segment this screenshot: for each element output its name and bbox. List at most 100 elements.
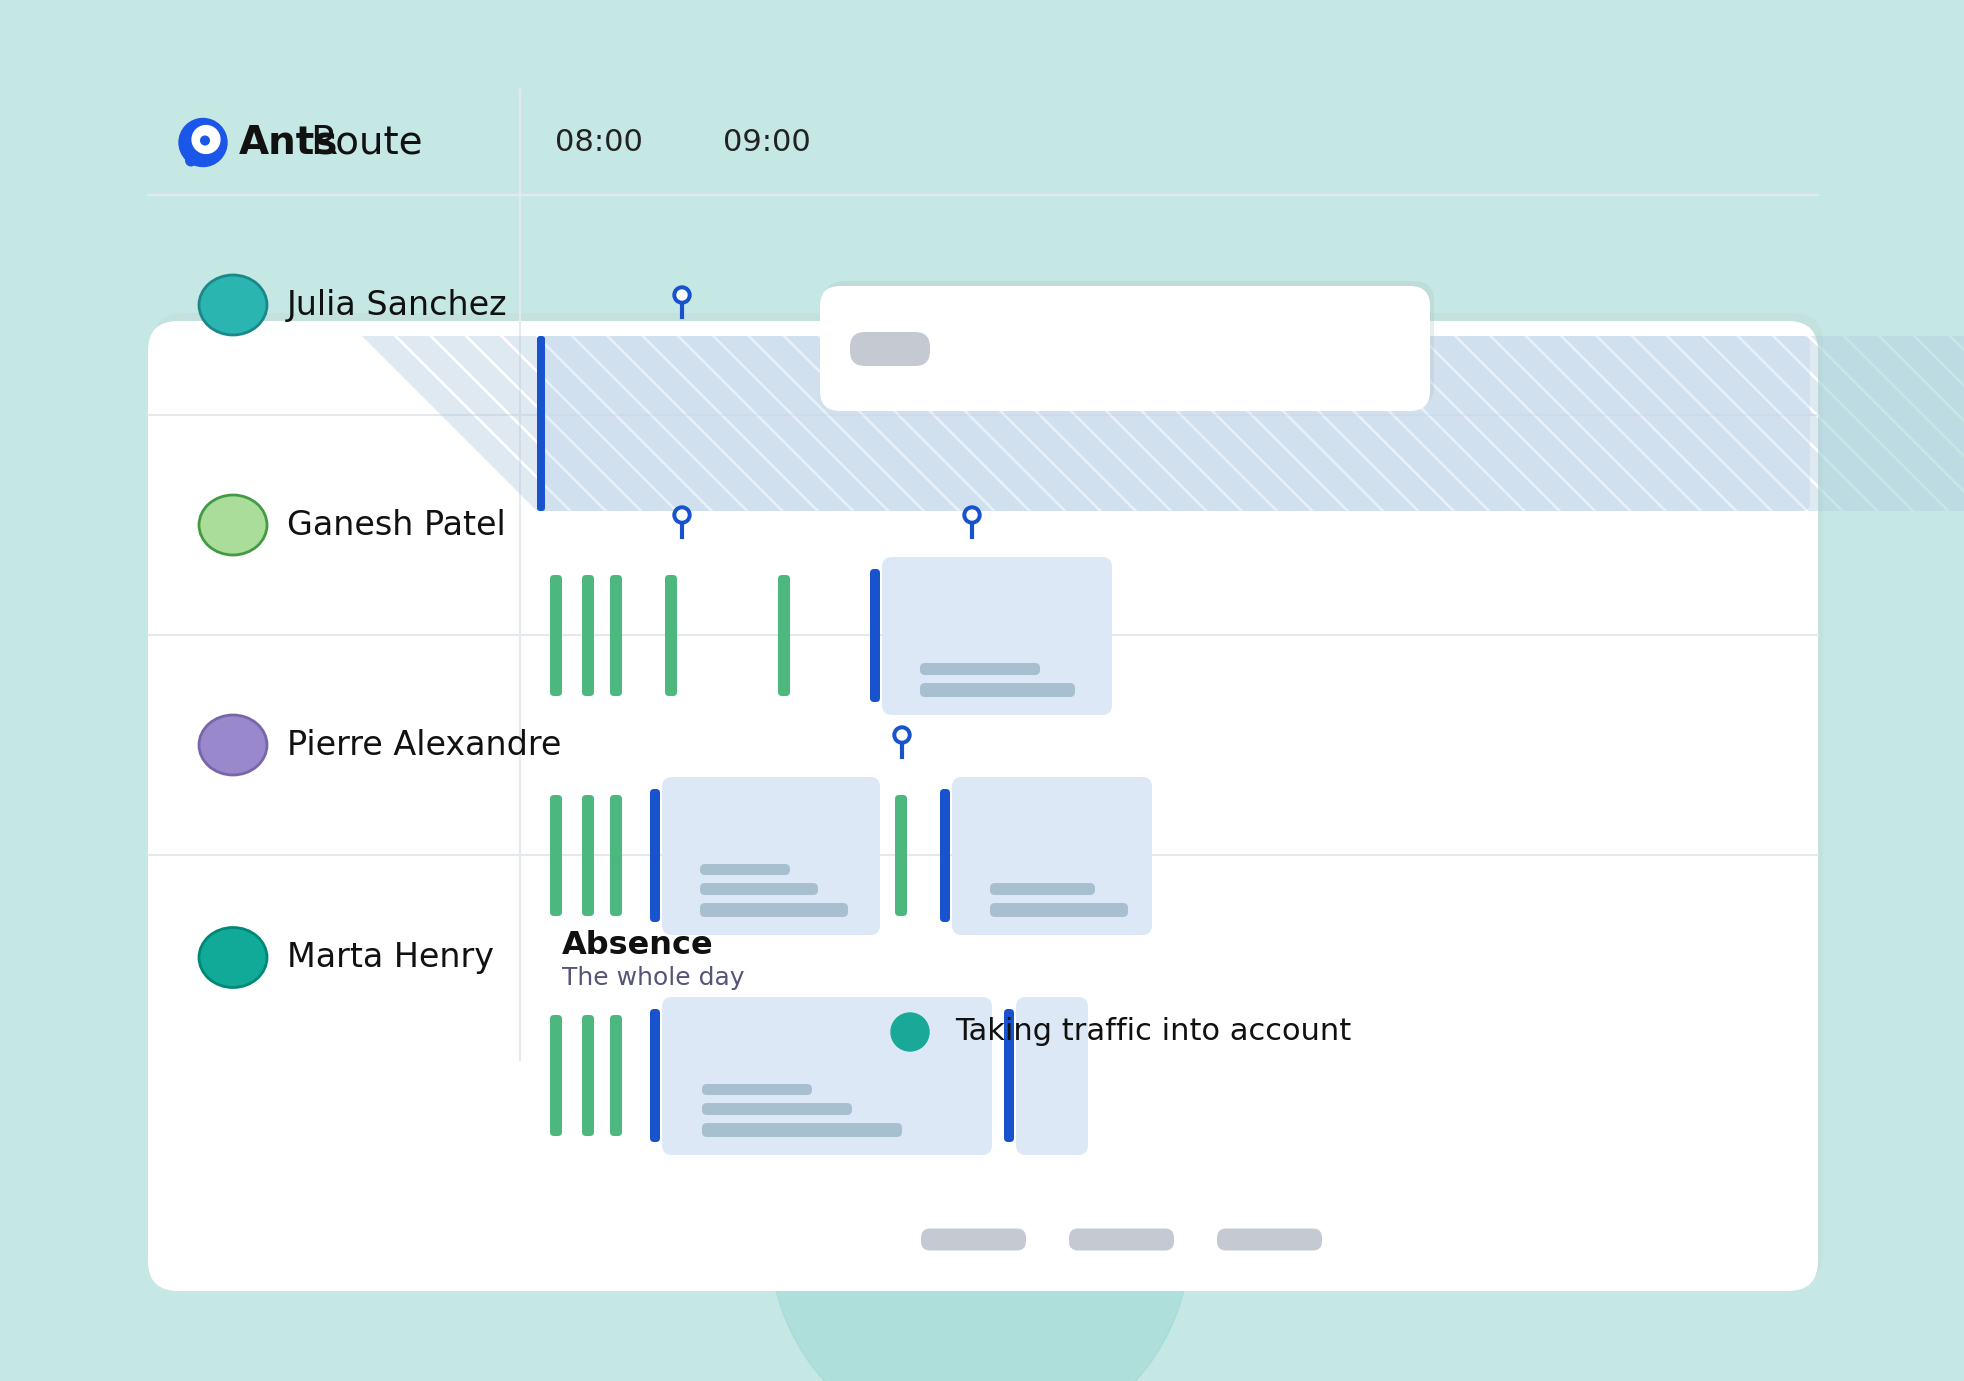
Polygon shape xyxy=(573,336,780,511)
Polygon shape xyxy=(1104,336,1310,511)
Polygon shape xyxy=(503,336,709,511)
Circle shape xyxy=(672,286,691,304)
Circle shape xyxy=(200,137,210,145)
FancyBboxPatch shape xyxy=(823,280,1434,406)
Polygon shape xyxy=(1422,336,1628,511)
Polygon shape xyxy=(1561,336,1770,511)
Polygon shape xyxy=(644,336,850,511)
FancyBboxPatch shape xyxy=(609,1015,623,1137)
Circle shape xyxy=(966,510,976,521)
Polygon shape xyxy=(715,336,921,511)
Circle shape xyxy=(962,505,980,523)
Circle shape xyxy=(678,510,687,521)
FancyBboxPatch shape xyxy=(550,574,562,696)
FancyBboxPatch shape xyxy=(894,795,907,916)
FancyBboxPatch shape xyxy=(581,574,593,696)
Text: 08:00: 08:00 xyxy=(554,128,642,157)
Text: 09:00: 09:00 xyxy=(723,128,811,157)
Polygon shape xyxy=(1068,336,1275,511)
FancyBboxPatch shape xyxy=(919,663,1039,675)
Polygon shape xyxy=(432,336,638,511)
FancyBboxPatch shape xyxy=(778,574,790,696)
Circle shape xyxy=(179,119,228,167)
Polygon shape xyxy=(1174,336,1381,511)
Polygon shape xyxy=(467,336,674,511)
Polygon shape xyxy=(1528,336,1734,511)
Polygon shape xyxy=(1667,336,1876,511)
FancyBboxPatch shape xyxy=(609,795,623,916)
FancyBboxPatch shape xyxy=(701,1123,901,1137)
FancyBboxPatch shape xyxy=(536,336,1809,511)
Polygon shape xyxy=(1597,336,1805,511)
Polygon shape xyxy=(1387,336,1593,511)
FancyBboxPatch shape xyxy=(699,882,817,895)
Text: ☕: ☕ xyxy=(1037,290,1064,319)
Polygon shape xyxy=(962,336,1169,511)
FancyBboxPatch shape xyxy=(581,1015,593,1137)
Polygon shape xyxy=(750,336,956,511)
Circle shape xyxy=(672,505,691,523)
FancyBboxPatch shape xyxy=(147,320,1817,1291)
Text: Route: Route xyxy=(310,123,422,162)
Polygon shape xyxy=(680,336,886,511)
FancyBboxPatch shape xyxy=(870,569,880,702)
Polygon shape xyxy=(1738,336,1946,511)
FancyBboxPatch shape xyxy=(819,286,1430,412)
Polygon shape xyxy=(1033,336,1239,511)
Polygon shape xyxy=(1844,336,1964,511)
Polygon shape xyxy=(1809,336,1964,511)
Polygon shape xyxy=(1915,336,1964,511)
Polygon shape xyxy=(1773,336,1964,511)
FancyBboxPatch shape xyxy=(153,313,1823,1283)
Polygon shape xyxy=(786,336,992,511)
FancyBboxPatch shape xyxy=(990,882,1094,895)
FancyBboxPatch shape xyxy=(662,778,880,935)
FancyBboxPatch shape xyxy=(650,789,660,923)
FancyBboxPatch shape xyxy=(921,1229,1025,1251)
FancyBboxPatch shape xyxy=(581,795,593,916)
Ellipse shape xyxy=(198,494,267,555)
Polygon shape xyxy=(1351,336,1557,511)
Ellipse shape xyxy=(198,275,267,336)
FancyBboxPatch shape xyxy=(882,557,1112,715)
FancyBboxPatch shape xyxy=(1216,1229,1322,1251)
FancyBboxPatch shape xyxy=(1015,997,1088,1155)
Text: Ganesh Patel: Ganesh Patel xyxy=(287,508,505,541)
Polygon shape xyxy=(1493,336,1699,511)
Polygon shape xyxy=(1316,336,1522,511)
Text: The whole day: The whole day xyxy=(562,965,744,990)
FancyBboxPatch shape xyxy=(536,336,544,511)
FancyBboxPatch shape xyxy=(550,1015,562,1137)
Polygon shape xyxy=(1139,336,1345,511)
FancyBboxPatch shape xyxy=(951,778,1151,935)
Text: Marta Henry: Marta Henry xyxy=(287,940,493,974)
FancyBboxPatch shape xyxy=(550,795,562,916)
Polygon shape xyxy=(1281,336,1487,511)
Polygon shape xyxy=(1632,336,1840,511)
Circle shape xyxy=(187,155,196,166)
Text: Ants: Ants xyxy=(240,123,338,162)
Text: Pierre Alexandre: Pierre Alexandre xyxy=(287,729,562,761)
Polygon shape xyxy=(892,336,1098,511)
Ellipse shape xyxy=(770,1030,1190,1381)
Text: Taking traffic into account: Taking traffic into account xyxy=(955,1018,1351,1047)
Polygon shape xyxy=(538,336,744,511)
FancyBboxPatch shape xyxy=(850,331,929,366)
Polygon shape xyxy=(927,336,1133,511)
FancyBboxPatch shape xyxy=(919,684,1074,697)
Polygon shape xyxy=(856,336,1063,511)
Polygon shape xyxy=(821,336,1027,511)
Text: Absence: Absence xyxy=(562,929,713,961)
Polygon shape xyxy=(998,336,1204,511)
FancyBboxPatch shape xyxy=(701,1084,811,1095)
Circle shape xyxy=(678,290,687,300)
FancyBboxPatch shape xyxy=(662,997,992,1155)
Circle shape xyxy=(890,1014,929,1051)
Polygon shape xyxy=(1210,336,1416,511)
Ellipse shape xyxy=(198,715,267,775)
FancyBboxPatch shape xyxy=(664,574,678,696)
Polygon shape xyxy=(1457,336,1664,511)
FancyBboxPatch shape xyxy=(699,865,790,876)
FancyBboxPatch shape xyxy=(939,789,949,923)
FancyBboxPatch shape xyxy=(1068,1229,1173,1251)
